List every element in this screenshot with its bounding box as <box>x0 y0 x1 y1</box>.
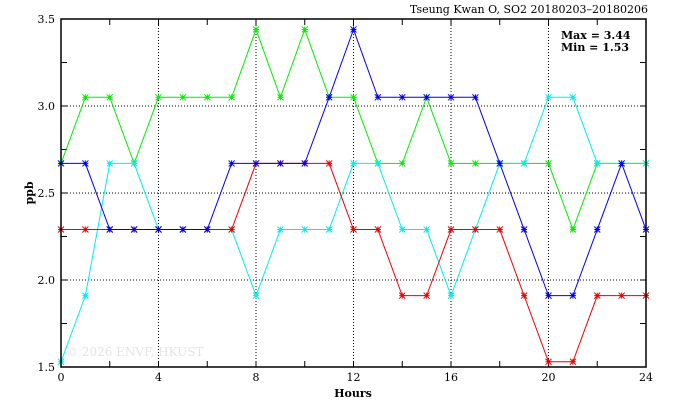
data-point-red <box>398 292 406 300</box>
max-annotation: Max = 3.44 <box>561 29 631 42</box>
series-green <box>57 26 650 233</box>
data-point-blue <box>618 160 625 167</box>
data-point-blue <box>398 93 406 101</box>
series-group <box>57 26 650 366</box>
data-point-green <box>545 160 552 167</box>
data-point-cyan <box>106 160 114 167</box>
data-point-blue <box>155 226 162 233</box>
plot-frame <box>60 18 647 368</box>
data-point-red <box>374 226 382 233</box>
y-axis-label: ppb <box>23 181 36 204</box>
min-annotation: Min = 1.53 <box>561 41 629 54</box>
x-tick-label: 20 <box>542 371 556 384</box>
y-tick-label: 3.5 <box>38 13 56 26</box>
data-point-green <box>350 93 357 101</box>
grid <box>61 19 646 367</box>
data-point-red <box>618 292 625 300</box>
data-point-blue <box>277 160 284 167</box>
data-point-cyan <box>374 160 382 167</box>
data-point-red <box>447 226 455 233</box>
data-point-cyan <box>325 226 333 233</box>
data-point-green <box>82 93 89 101</box>
x-tick-label: 8 <box>253 371 260 384</box>
data-point-red <box>520 292 528 300</box>
data-point-cyan <box>545 93 552 101</box>
data-point-blue <box>82 160 89 167</box>
data-point-blue <box>423 93 430 101</box>
data-point-blue <box>472 93 479 101</box>
y-tick-label: 2.5 <box>38 187 56 200</box>
data-point-cyan <box>82 292 89 300</box>
chart-title: Tseung Kwan O, SO2 20180203–20180206 <box>410 3 648 16</box>
data-point-red <box>325 160 333 167</box>
data-point-blue <box>569 292 577 300</box>
data-point-cyan <box>569 93 577 101</box>
data-point-green <box>228 93 235 101</box>
x-tick-label: 16 <box>444 371 458 384</box>
y-tick-label: 3.0 <box>38 100 56 113</box>
data-point-blue <box>106 226 114 233</box>
data-point-green <box>106 93 114 101</box>
data-point-green <box>277 93 284 101</box>
x-tick-label: 0 <box>58 371 65 384</box>
data-point-cyan <box>398 226 406 233</box>
data-point-green <box>155 93 162 101</box>
data-point-red <box>593 292 601 300</box>
data-point-green <box>179 93 187 101</box>
data-point-blue <box>252 160 260 167</box>
data-point-cyan <box>252 292 260 300</box>
data-point-green <box>398 160 406 167</box>
data-point-red <box>350 226 357 233</box>
data-point-blue <box>593 226 601 233</box>
data-point-blue <box>228 160 235 167</box>
data-point-green <box>569 226 577 233</box>
data-point-blue <box>496 160 504 167</box>
data-point-cyan <box>301 226 309 233</box>
x-tick-label: 12 <box>347 371 361 384</box>
data-point-red <box>569 358 577 366</box>
data-point-blue <box>350 26 357 33</box>
y-tick-label: 2.0 <box>38 274 56 287</box>
y-tick-labels: 1.5 2.0 2.5 3.0 3.5 <box>38 13 56 374</box>
data-point-red <box>496 226 504 233</box>
data-point-cyan <box>350 160 357 167</box>
x-tick-label: 4 <box>155 371 162 384</box>
data-point-blue <box>130 226 138 233</box>
data-point-cyan <box>447 292 455 300</box>
data-point-green <box>301 26 309 33</box>
data-point-cyan <box>593 160 601 167</box>
data-point-blue <box>374 93 382 101</box>
data-point-blue <box>203 226 211 233</box>
data-point-blue <box>520 226 528 233</box>
data-point-cyan <box>520 160 528 167</box>
data-point-blue <box>325 93 333 101</box>
data-point-red <box>82 226 89 233</box>
data-point-cyan <box>277 226 284 233</box>
data-point-cyan <box>423 226 430 233</box>
data-point-green <box>472 160 479 167</box>
data-point-red <box>472 226 479 233</box>
data-point-red <box>545 358 552 366</box>
data-point-blue <box>545 292 552 300</box>
data-point-green <box>203 93 211 101</box>
data-point-red <box>228 226 235 233</box>
data-point-green <box>447 160 455 167</box>
x-tick-labels: 0 4 8 12 16 20 24 <box>58 371 654 384</box>
data-point-blue <box>447 93 455 101</box>
data-point-blue <box>301 160 309 167</box>
data-point-blue <box>179 226 187 233</box>
data-point-cyan <box>130 160 138 167</box>
series-blue <box>57 26 650 300</box>
y-tick-label: 1.5 <box>38 361 56 374</box>
data-point-red <box>423 292 430 300</box>
watermark: © 2026 ENVF, HKUST <box>66 345 204 359</box>
x-tick-label: 24 <box>639 371 653 384</box>
x-axis-label: Hours <box>334 387 372 400</box>
data-point-green <box>252 26 260 33</box>
